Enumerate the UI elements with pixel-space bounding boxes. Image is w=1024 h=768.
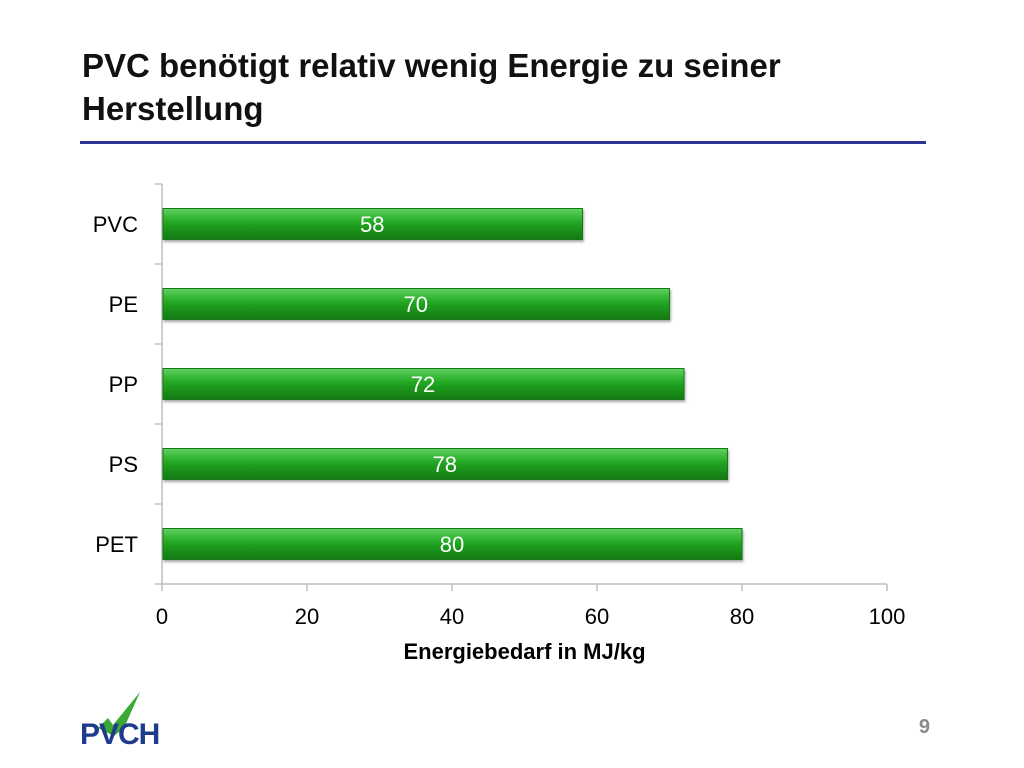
logo-check-mark — [98, 692, 140, 736]
bar-pp — [162, 368, 685, 400]
data-label: 80 — [440, 532, 464, 557]
data-label: 72 — [411, 372, 435, 397]
title-underline — [80, 141, 926, 144]
chart-labels: 0 20 40 60 80 100 PVC 58 PE 70 PP 72 PS 78 PET 80 Energi… — [93, 212, 906, 664]
x-tick-label: 100 — [869, 604, 906, 629]
data-label: 58 — [360, 212, 384, 237]
bar-pvc — [162, 208, 583, 240]
page-number: 9 — [918, 716, 930, 738]
x-tick-label: 40 — [440, 604, 464, 629]
chart-axes — [155, 183, 888, 591]
logo-text: PVCH — [80, 718, 159, 750]
bar-pe — [162, 288, 670, 320]
x-axis-title: Energiebedarf in MJ/kg — [403, 639, 645, 664]
pvch-logo: PVCH — [80, 692, 160, 750]
x-tick-label: 60 — [585, 604, 609, 629]
category-label: PET — [95, 532, 138, 557]
category-label: PS — [109, 452, 138, 477]
x-tick-label: 0 — [156, 604, 168, 629]
x-tick-label: 80 — [730, 604, 754, 629]
category-label: PVC — [93, 212, 138, 237]
chart-bars — [162, 208, 743, 560]
bar-ps — [162, 448, 728, 480]
data-label: 70 — [404, 292, 428, 317]
bar-pet — [162, 528, 743, 560]
slide-title: PVC benötigt relativ wenig Energie zu se… — [82, 47, 781, 127]
category-label: PP — [109, 372, 138, 397]
category-label: PE — [109, 292, 138, 317]
data-label: 78 — [433, 452, 457, 477]
x-tick-label: 20 — [295, 604, 319, 629]
